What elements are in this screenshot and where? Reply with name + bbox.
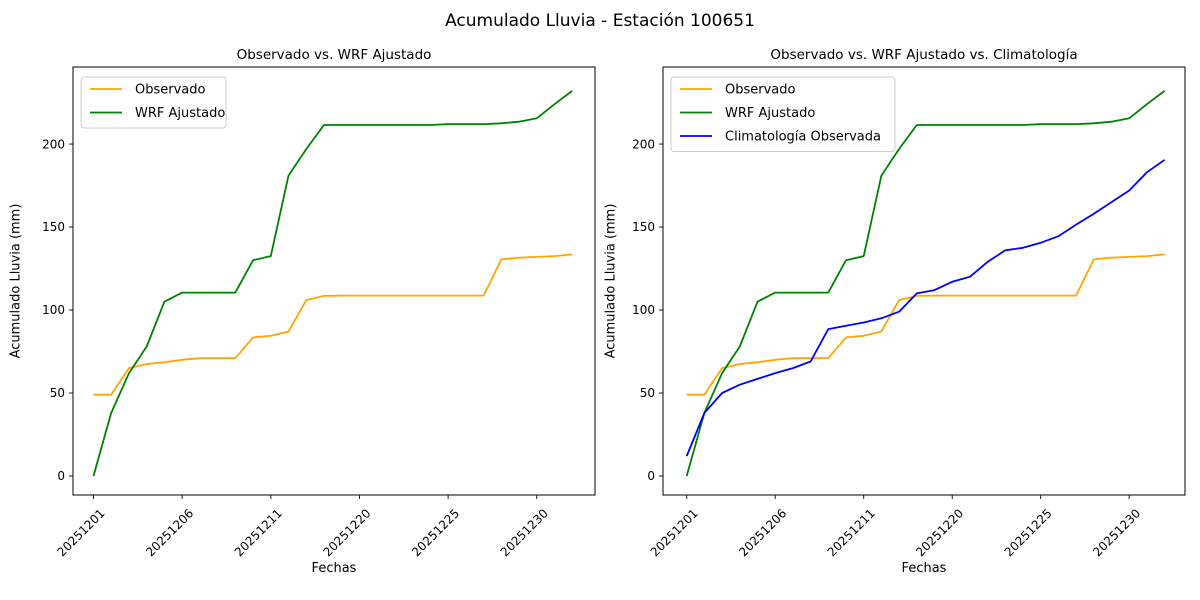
left-plot: 0 50 100 150 200 20251201 20251206 20251211 2025… bbox=[42, 66, 596, 559]
x-tick-label: 20251206 bbox=[736, 506, 789, 559]
left-plot-title: Observado vs. WRF Ajustado bbox=[236, 47, 432, 63]
x-tick-label: 20251201 bbox=[55, 506, 108, 559]
series-line-wrf-ajustado bbox=[92, 90, 573, 477]
plot-frame bbox=[72, 66, 596, 496]
y-tick-label: 0 bbox=[57, 469, 65, 483]
x-tick-label: 20251230 bbox=[1090, 506, 1143, 559]
series-line-wrf-ajustado bbox=[685, 90, 1166, 477]
legend-label: Observado bbox=[135, 82, 206, 97]
y-tick-label: 50 bbox=[640, 386, 655, 400]
x-tick-label: 20251220 bbox=[320, 506, 373, 559]
right-plot-title: Observado vs. WRF Ajustado vs. Climatolo… bbox=[770, 47, 1078, 63]
y-tick-label: 150 bbox=[632, 220, 655, 234]
legend-label: Observado bbox=[725, 82, 796, 97]
legend-box bbox=[670, 76, 896, 152]
right-x-axis-label: Fechas bbox=[901, 561, 947, 576]
x-tick-label: 20251220 bbox=[913, 506, 966, 559]
legend-label: WRF Ajustado bbox=[725, 106, 815, 121]
x-tick-label: 20251230 bbox=[498, 506, 551, 559]
y-tick-label: 50 bbox=[50, 386, 65, 400]
left-x-axis-label: Fechas bbox=[311, 561, 357, 576]
x-tick-label: 20251225 bbox=[409, 506, 462, 559]
y-tick-label: 100 bbox=[42, 303, 65, 317]
series-line-climatolog-a-observada bbox=[685, 159, 1166, 457]
y-tick-label: 150 bbox=[42, 220, 65, 234]
legend-label: Climatología Observada bbox=[725, 129, 881, 144]
x-tick-label: 20251201 bbox=[648, 506, 701, 559]
figure-title: Acumulado Lluvia - Estación 100651 bbox=[445, 11, 755, 31]
y-tick-label: 200 bbox=[42, 137, 65, 151]
right-plot: 0 50 100 150 200 20251201 20251206 20251211 2025… bbox=[632, 66, 1186, 559]
x-tick-label: 20251206 bbox=[143, 506, 196, 559]
series-line-observado bbox=[686, 253, 1165, 396]
x-tick-label: 20251211 bbox=[232, 506, 285, 559]
legend-label: WRF Ajustado bbox=[135, 106, 225, 121]
plot-frame bbox=[662, 66, 1186, 496]
y-tick-label: 0 bbox=[647, 469, 655, 483]
x-tick-label: 20251211 bbox=[825, 506, 878, 559]
y-tick-label: 100 bbox=[632, 303, 655, 317]
x-tick-label: 20251225 bbox=[1002, 506, 1055, 559]
series-line-observado bbox=[93, 253, 573, 396]
y-tick-label: 200 bbox=[632, 137, 655, 151]
